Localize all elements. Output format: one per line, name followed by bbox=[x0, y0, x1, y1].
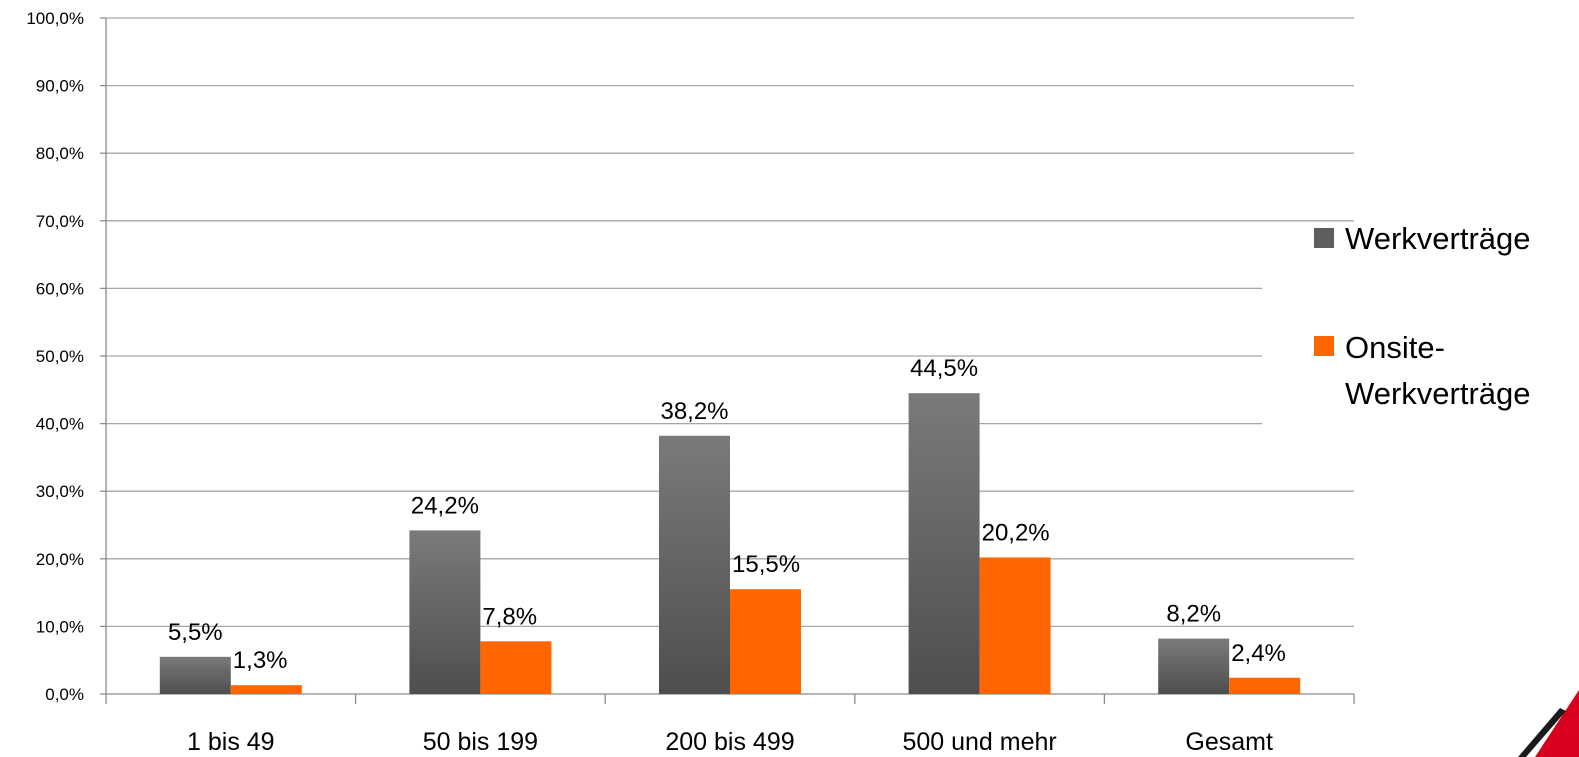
bar-onsite-werkvertraege bbox=[1229, 677, 1301, 694]
data-label: 2,4% bbox=[1231, 640, 1286, 667]
y-tick-label: 60,0% bbox=[36, 279, 84, 298]
data-label: 20,2% bbox=[982, 519, 1050, 546]
x-tick-label: 200 bis 499 bbox=[665, 728, 794, 756]
bar-werkvertraege bbox=[659, 435, 730, 694]
data-label: 1,3% bbox=[233, 647, 288, 674]
y-tick-label: 20,0% bbox=[36, 550, 84, 569]
bar-onsite-werkvertraege bbox=[730, 589, 801, 694]
y-tick-label: 50,0% bbox=[36, 347, 84, 366]
logo-dark-stripe bbox=[1518, 708, 1566, 757]
legend-label-onsite-line2: Werkverträge bbox=[1345, 376, 1531, 411]
bar-onsite-werkvertraege bbox=[480, 641, 552, 694]
x-tick-label: 1 bis 49 bbox=[187, 728, 275, 756]
bar-werkvertraege bbox=[409, 530, 481, 694]
y-tick-label: 0,0% bbox=[45, 685, 84, 704]
x-tick-label: 50 bis 199 bbox=[423, 728, 538, 756]
y-tick-label: 90,0% bbox=[36, 77, 84, 96]
data-label: 8,2% bbox=[1166, 601, 1221, 628]
data-label: 7,8% bbox=[482, 603, 537, 630]
data-label: 15,5% bbox=[732, 551, 800, 578]
legend-label-onsite-line1: Onsite- bbox=[1345, 330, 1445, 365]
data-label: 5,5% bbox=[168, 619, 223, 646]
legend-label-werkvertraege: Werkverträge bbox=[1345, 221, 1531, 256]
y-tick-label: 10,0% bbox=[36, 617, 84, 636]
data-label: 44,5% bbox=[910, 355, 978, 382]
data-label: 38,2% bbox=[660, 398, 728, 425]
y-tick-label: 100,0% bbox=[26, 9, 84, 28]
bar-onsite-werkvertraege bbox=[230, 685, 302, 694]
logo-red-shape bbox=[1535, 690, 1579, 757]
legend-swatch-werkvertraege bbox=[1314, 228, 1334, 248]
y-tick-label: 30,0% bbox=[36, 482, 84, 501]
y-tick-label: 80,0% bbox=[36, 144, 84, 163]
bar-werkvertraege bbox=[908, 393, 980, 694]
y-tick-label: 70,0% bbox=[36, 212, 84, 231]
bar-werkvertraege bbox=[1158, 638, 1230, 694]
bar-werkvertraege bbox=[159, 656, 231, 694]
legend-swatch-onsite-werkvertraege bbox=[1314, 336, 1334, 356]
y-tick-label: 40,0% bbox=[36, 415, 84, 434]
bar-onsite-werkvertraege bbox=[979, 557, 1051, 694]
corner-logo bbox=[1518, 690, 1579, 757]
x-tick-label: Gesamt bbox=[1185, 728, 1273, 756]
data-label: 24,2% bbox=[411, 492, 479, 519]
x-tick-label: 500 und mehr bbox=[902, 728, 1056, 756]
